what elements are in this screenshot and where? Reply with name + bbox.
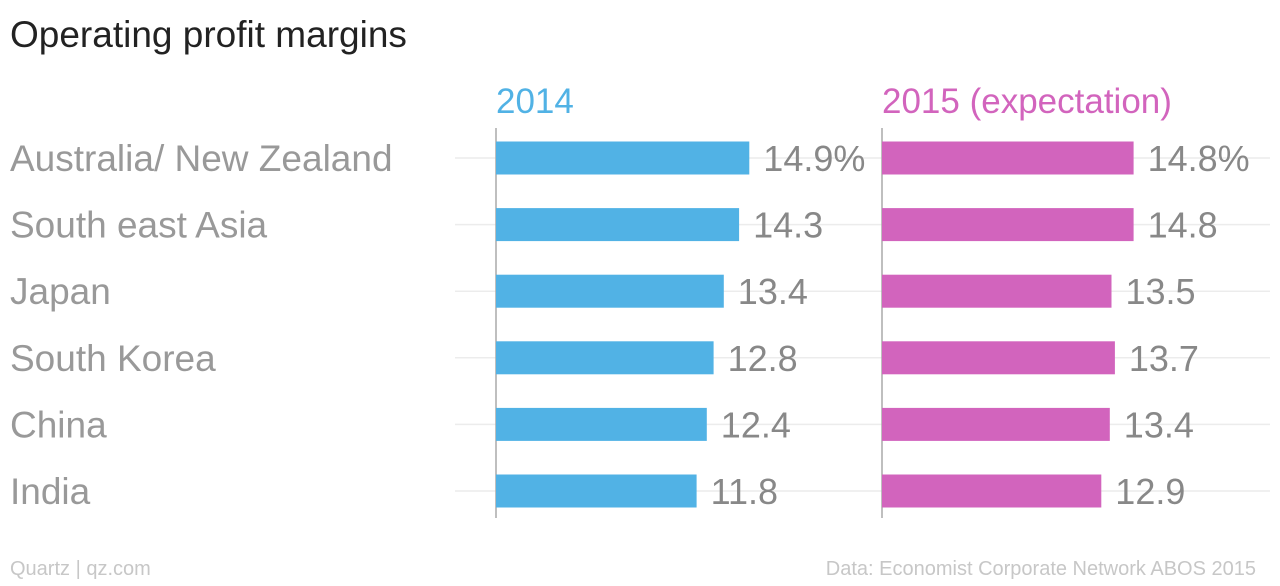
value-label-2015-expectation-india: 12.9: [1115, 471, 1185, 512]
bar-2014-india: [496, 474, 697, 508]
value-label-2015-expectation-china: 13.4: [1124, 404, 1194, 445]
value-label-2014-india: 11.8: [711, 471, 778, 512]
series-header-2015-expectation: 2015 (expectation): [882, 82, 1172, 121]
panel-2014: 2014 14.9% 14.3 13.4 12.8 12.4 11.8: [495, 82, 865, 518]
bar-2014-japan: [496, 274, 724, 308]
bar-2014-south-east-asia: [496, 208, 740, 242]
bar-2014-south-korea: [496, 341, 714, 375]
bar-2015-expectation-india: [882, 474, 1102, 508]
category-labels: Australia/ New Zealand South east Asia Jap…: [10, 138, 393, 512]
value-label-2014-china: 12.4: [721, 404, 791, 445]
category-label-south-east-asia: South east Asia: [10, 205, 268, 246]
value-label-2014-south-east-asia: 14.3: [753, 205, 823, 246]
category-label-india: India: [10, 471, 91, 512]
footer-source: Data: Economist Corporate Network ABOS 2…: [825, 558, 1256, 580]
category-label-china: China: [10, 404, 107, 445]
value-label-2015-expectation-south-east-asia: 14.8: [1148, 205, 1218, 246]
category-label-japan: Japan: [10, 271, 111, 312]
category-label-south-korea: South Korea: [10, 338, 216, 379]
value-label-2015-expectation-south-korea: 13.7: [1129, 338, 1199, 379]
series-header-2014: 2014: [496, 82, 574, 121]
bar-2014-australia-new-zealand: [496, 141, 750, 175]
value-label-2014-japan: 13.4: [738, 271, 808, 312]
bar-2015-expectation-australia-new-zealand: [882, 141, 1134, 175]
category-label-australia-new-zealand: Australia/ New Zealand: [10, 138, 393, 179]
footer-credit: Quartz | qz.com: [10, 558, 151, 580]
value-label-2015-expectation-australia-new-zealand: 14.8%: [1148, 138, 1250, 179]
bar-2015-expectation-south-korea: [882, 341, 1115, 375]
bar-2015-expectation-south-east-asia: [882, 208, 1134, 242]
value-label-2015-expectation-japan: 13.5: [1126, 271, 1196, 312]
value-label-2014-south-korea: 12.8: [728, 338, 798, 379]
chart-title: Operating profit margins: [10, 14, 407, 55]
value-label-2014-australia-new-zealand: 14.9%: [763, 138, 865, 179]
bar-2015-expectation-china: [882, 407, 1110, 441]
panel-2015-expectation: 2015 (expectation) 14.8% 14.8 13.5 13.7 13.4 1…: [881, 82, 1250, 518]
bar-2015-expectation-japan: [882, 274, 1112, 308]
bar-2014-china: [496, 407, 707, 441]
